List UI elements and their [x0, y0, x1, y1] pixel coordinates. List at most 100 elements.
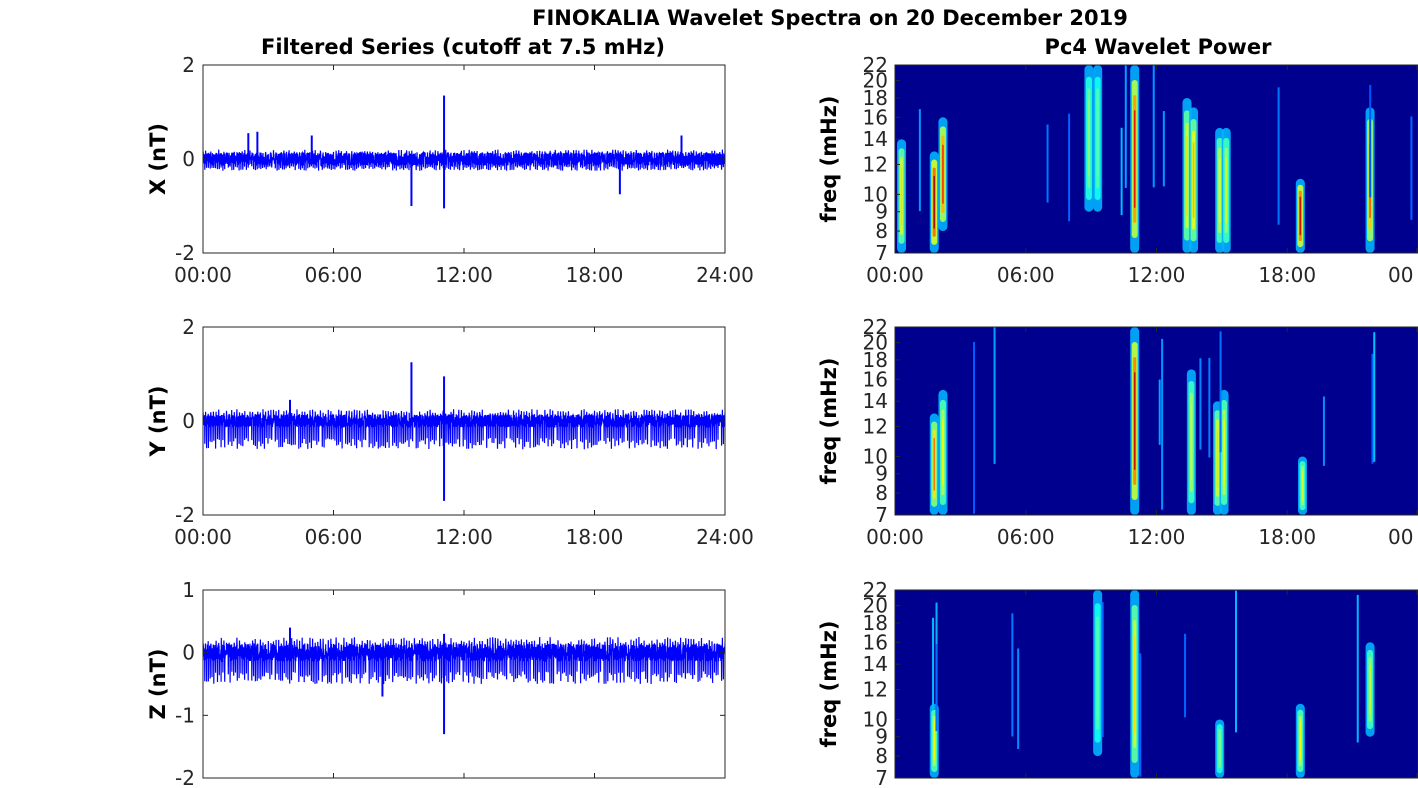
y-tick-label: 2: [182, 53, 195, 77]
y-tick-label: 22: [863, 315, 888, 339]
spectrum-background: [895, 65, 1418, 253]
y-tick-label: 20: [863, 331, 888, 355]
x-tick-label: 00:00: [866, 263, 924, 287]
y-tick-label: 12: [863, 153, 888, 177]
x-tick-label: 24:00: [696, 263, 754, 287]
y-tick-label: 14: [863, 127, 888, 151]
power-streak: [933, 437, 935, 491]
y-tick-label: 9: [875, 200, 888, 224]
power-streak: [1299, 721, 1302, 761]
timeseries-panel-0: -2 0 2 00:00 06:00 12:00 18:00 24:00 X (nT): [146, 53, 754, 287]
power-streak: [935, 643, 938, 732]
y-axis-label: X (nT): [146, 123, 170, 195]
y-tick-label: 7: [875, 503, 888, 527]
x-tick-label: 00:00: [174, 263, 232, 287]
y-tick-label: 7: [875, 766, 888, 788]
y-tick-label: -2: [175, 241, 195, 265]
y-tick-label: 12: [863, 678, 888, 702]
power-streak: [1218, 157, 1221, 223]
x-tick-label: 06:00: [305, 263, 363, 287]
power-streak: [1190, 404, 1193, 481]
y-tick-label: 20: [863, 69, 888, 93]
power-streak: [1277, 87, 1280, 225]
power-streak: [1139, 653, 1142, 777]
y-tick-label: 22: [863, 53, 888, 77]
y-tick-label: 9: [875, 725, 888, 749]
power-streak: [1011, 613, 1014, 737]
y-tick-label: 1: [182, 578, 195, 602]
power-streak: [1096, 629, 1099, 717]
y-tick-label: 10: [863, 182, 888, 206]
y-tick-label: 16: [863, 630, 888, 654]
power-streak: [1186, 135, 1188, 216]
y-axis-label: freq (mHz): [817, 96, 841, 223]
power-streak: [1218, 733, 1221, 764]
y-tick-label: 18: [863, 86, 888, 110]
right-column-title: Pc4 Wavelet Power: [1045, 35, 1273, 59]
power-streak: [1133, 635, 1136, 733]
power-streak: [1068, 113, 1071, 222]
power-streak: [1373, 332, 1376, 462]
y-tick-label: 0: [182, 147, 195, 171]
y-tick-label: 18: [863, 348, 888, 372]
power-streak: [1162, 111, 1165, 187]
power-streak: [1356, 594, 1359, 743]
series-line: [203, 636, 725, 685]
power-streak: [1219, 331, 1222, 453]
power-streak: [993, 327, 996, 464]
power-streak: [1133, 110, 1136, 208]
x-tick-label: 00:00: [174, 525, 232, 549]
y-tick-label: 14: [863, 652, 888, 676]
y-tick-label: 8: [875, 744, 888, 768]
power-streak: [1410, 116, 1413, 220]
power-streak: [1322, 396, 1325, 466]
power-streak: [1096, 100, 1099, 177]
power-streak: [1192, 142, 1195, 219]
spectrum-image: [895, 65, 1418, 253]
y-tick-label: 9: [875, 462, 888, 486]
x-tick-label: 12:00: [435, 525, 493, 549]
power-streak: [1216, 428, 1219, 488]
power-streak: [1046, 124, 1049, 203]
x-tick-label: 06:00: [997, 263, 1055, 287]
power-streak: [1124, 65, 1127, 188]
y-tick-label: 18: [863, 611, 888, 635]
power-streak: [1133, 372, 1136, 470]
y-axis-label: Y (nT): [146, 386, 170, 458]
power-streak: [1017, 648, 1020, 749]
power-streak: [1301, 470, 1304, 501]
power-streak: [1199, 358, 1202, 450]
y-tick-label: 0: [182, 409, 195, 433]
y-tick-label: 2: [182, 315, 195, 339]
x-tick-label: 18:00: [566, 525, 624, 549]
power-streak: [942, 419, 944, 485]
x-tick-label: 06:00: [305, 525, 363, 549]
y-tick-label: 0: [182, 641, 195, 665]
timeseries-panel-1: -2 0 2 00:00 06:00 12:00 18:00 24:00 Y (nT): [146, 315, 754, 549]
power-streak: [933, 175, 935, 229]
power-streak: [1299, 196, 1302, 236]
x-tick-label: 24:00: [696, 525, 754, 549]
y-tick-label: -2: [175, 766, 195, 788]
power-streak: [1088, 100, 1090, 177]
x-tick-label: 18:00: [1258, 525, 1316, 549]
power-streak: [973, 341, 976, 514]
power-streak: [1225, 157, 1227, 223]
series-line: [203, 149, 725, 171]
x-tick-label: 12:00: [1128, 263, 1186, 287]
x-tick-label: 06:00: [997, 525, 1055, 549]
x-tick-label: 12:00: [435, 263, 493, 287]
power-streak: [1120, 127, 1123, 216]
y-tick-label: 12: [863, 415, 888, 439]
x-tick-label: 18:00: [566, 263, 624, 287]
power-streak: [932, 617, 935, 709]
y-axis-label: Z (nT): [146, 648, 170, 719]
power-streak: [1371, 353, 1374, 464]
spectrum-image: [895, 590, 1418, 778]
x-tick-label: 00:00: [866, 525, 924, 549]
y-tick-label: 22: [863, 578, 888, 602]
